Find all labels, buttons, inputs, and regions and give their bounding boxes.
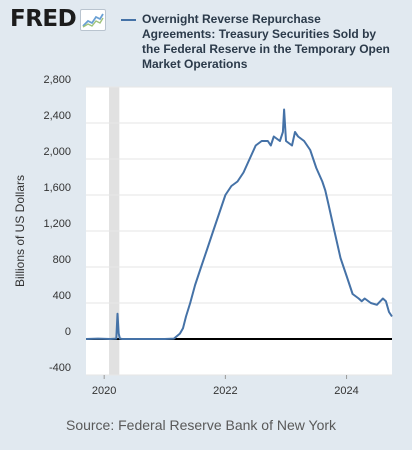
y-tick-label: 2,400 [43,110,71,122]
x-tick-label: 2020 [92,385,116,397]
y-tick-label: 0 [65,326,71,338]
line-chart-icon [80,9,107,31]
chart-legend: Overnight Reverse Repurchase Agreements:… [121,12,394,72]
x-tick-label: 2022 [213,385,237,397]
y-tick-label: -400 [49,362,71,374]
x-tick-label: 2024 [334,385,358,397]
y-tick-label: 400 [53,290,71,302]
legend-swatch [121,19,136,21]
series-line [85,108,393,340]
y-tick-label: 2,000 [43,146,71,158]
y-tick-label: 1,200 [43,218,71,230]
y-tick-label: 800 [53,254,71,266]
y-tick-label: 2,800 [43,74,71,86]
logo-text: FRED [10,6,77,32]
source-note: Source: Federal Reserve Bank of New York [65,417,337,433]
fred-logo[interactable]: FRED [10,6,107,32]
legend-series-label: Overnight Reverse Repurchase Agreements:… [142,12,390,71]
y-tick-label: 1,600 [43,182,71,194]
header: FRED Overnight Reverse Repurchase Agreem… [0,0,412,80]
chart: 2,800 2,400 2,000 1,600 1,200 800 400 0 -400 2020… [13,74,393,397]
y-axis-label: Billions of US Dollars [13,175,27,287]
